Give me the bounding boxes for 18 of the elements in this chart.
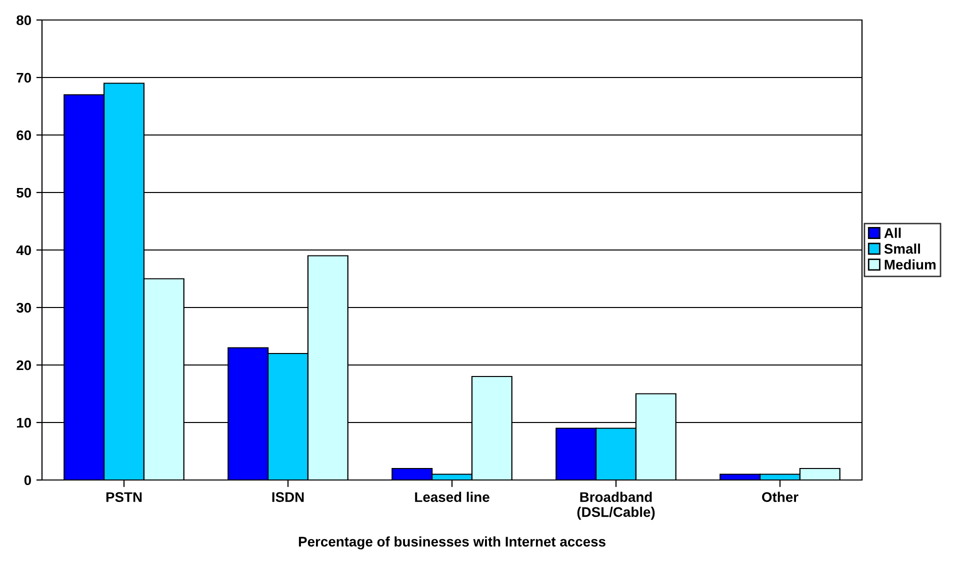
x-tick-label: Leased line: [415, 492, 490, 502]
y-tick-label: 0: [24, 475, 32, 486]
x-tick-label: PSTN: [106, 492, 142, 502]
y-tick-label: 10: [17, 418, 32, 428]
x-tick-label: Broadband (DSL/Cable): [577, 492, 655, 520]
y-tick-label: 40: [16, 245, 32, 256]
x-axis-title: Percentage of businesses with Internet access: [298, 536, 606, 550]
y-tick-label: 70: [16, 72, 32, 83]
legend-label: Medium: [884, 259, 936, 270]
x-tick-label: Other: [762, 492, 798, 502]
y-tick-label: 60: [16, 130, 32, 140]
y-tick-label: 20: [16, 360, 32, 370]
legend-label: All: [884, 228, 901, 238]
y-tick-label: 50: [16, 188, 32, 198]
x-tick-label: ISDN: [272, 492, 304, 502]
y-tick-label: 30: [16, 302, 32, 313]
legend-label: Small: [884, 244, 920, 254]
y-tick-label: 80: [16, 15, 32, 26]
